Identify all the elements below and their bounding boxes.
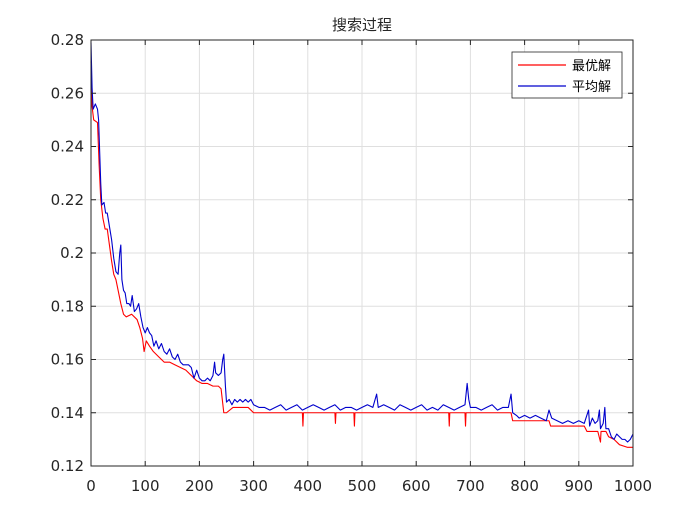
x-tick-label: 700 bbox=[456, 477, 485, 495]
x-tick-label: 900 bbox=[564, 477, 593, 495]
x-tick-label: 400 bbox=[293, 477, 322, 495]
y-tick-labels: 0.12 0.14 0.16 0.18 0.2 0.22 0.24 0.26 0.28 bbox=[51, 31, 84, 475]
chart-title: 搜索过程 bbox=[332, 16, 392, 34]
y-tick-label: 0.28 bbox=[51, 31, 84, 49]
legend: 最优解 平均解 bbox=[511, 51, 623, 99]
tick-marks bbox=[90, 39, 634, 467]
y-tick-label: 0.24 bbox=[51, 138, 84, 156]
x-tick-label: 100 bbox=[131, 477, 160, 495]
x-tick-label: 1000 bbox=[614, 477, 652, 495]
y-tick-label: 0.26 bbox=[51, 84, 84, 102]
series-line-best bbox=[90, 61, 633, 448]
x-tick-labels: 0 100 200 300 400 500 600 700 800 900 1000 bbox=[86, 477, 652, 495]
y-tick-label: 0.14 bbox=[51, 404, 84, 422]
series-layer bbox=[90, 42, 634, 448]
x-tick-label: 800 bbox=[510, 477, 539, 495]
y-tick-label: 0.18 bbox=[51, 297, 84, 315]
y-tick-label: 0.22 bbox=[51, 191, 84, 209]
y-tick-label: 0.12 bbox=[51, 457, 84, 475]
legend-box bbox=[511, 51, 623, 99]
x-tick-label: 200 bbox=[185, 477, 214, 495]
y-tick-label: 0.16 bbox=[51, 351, 84, 369]
legend-label-average: 平均解 bbox=[572, 80, 611, 95]
legend-label-best: 最优解 bbox=[572, 59, 611, 74]
x-tick-label: 0 bbox=[86, 477, 96, 495]
series-line-average bbox=[90, 42, 634, 443]
x-tick-label: 600 bbox=[402, 477, 431, 495]
y-tick-label: 0.2 bbox=[60, 244, 84, 262]
x-tick-label: 500 bbox=[348, 477, 377, 495]
x-tick-label: 300 bbox=[239, 477, 268, 495]
